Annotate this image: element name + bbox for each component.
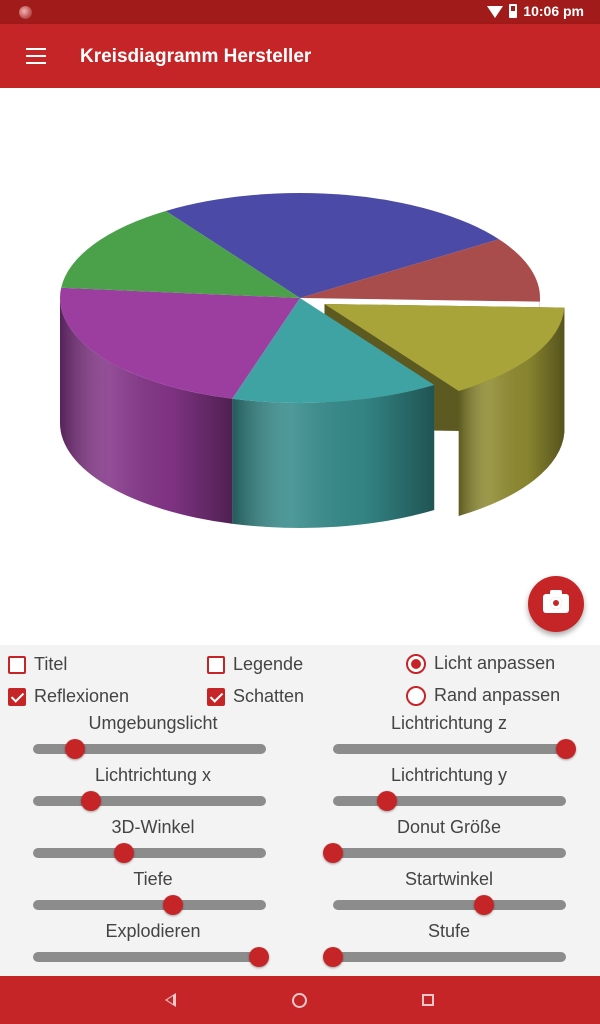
slider-thumb[interactable] (474, 895, 495, 915)
option-label: Legende (233, 654, 304, 674)
slider-thumb[interactable] (64, 739, 85, 759)
slider-umgebungslicht[interactable] (33, 739, 266, 759)
pie-slice-3[interactable] (232, 298, 435, 404)
option-label: Schatten (233, 686, 305, 706)
navigation-bar (0, 976, 600, 1024)
pie-chart[interactable] (0, 88, 600, 645)
slider-lichtrichtung-z[interactable] (333, 739, 576, 759)
slider-label-3d-winkel: 3D-Winkel (111, 817, 195, 837)
radio-circle (406, 653, 426, 674)
recent-apps-icon[interactable] (422, 994, 434, 1006)
slider-thumb[interactable] (323, 947, 343, 967)
option-label: Reflexionen (34, 686, 130, 706)
slider-thumb[interactable] (113, 843, 134, 863)
rand-anpassen-radio[interactable]: Rand anpassen (406, 685, 560, 706)
slider-thumb[interactable] (323, 843, 343, 863)
slider-label-lichtrichtung-z: Lichtrichtung z (390, 713, 508, 733)
notification-dot-icon (19, 6, 32, 19)
status-right: 10:06 pm (487, 3, 584, 19)
menu-icon[interactable] (26, 48, 46, 64)
page-title: Kreisdiagramm Hersteller (80, 46, 312, 67)
radio-circle (406, 685, 426, 706)
status-bar: 10:06 pm (0, 0, 600, 24)
screenshot-button[interactable] (528, 576, 584, 632)
slider-lichtrichtung-y[interactable] (333, 791, 566, 811)
slider-label-startwinkel: Startwinkel (404, 869, 494, 889)
pie-slice-1[interactable] (300, 239, 540, 302)
schatten-checkbox[interactable]: Schatten (207, 686, 304, 707)
back-icon[interactable] (165, 993, 176, 1007)
slider-thumb[interactable] (162, 895, 183, 915)
pie-slice-2[interactable] (324, 303, 565, 391)
option-label: Titel (34, 654, 68, 674)
pie-slice-4[interactable] (59, 287, 301, 399)
slider-3d-winkel[interactable] (33, 843, 266, 863)
slider-lichtrichtung-x[interactable] (33, 791, 266, 811)
slider-thumb[interactable] (81, 791, 102, 811)
slider-label-lichtrichtung-x: Lichtrichtung x (94, 765, 212, 785)
controls-panel: Titel Legende Licht anpassen Reflexionen… (0, 645, 600, 976)
slider-thumb[interactable] (376, 791, 397, 811)
slider-thumb[interactable] (249, 947, 269, 967)
slider-label-tiefe: Tiefe (133, 869, 173, 889)
pie-slice-side-shading (458, 307, 565, 516)
wifi-icon (487, 6, 504, 18)
app-bar: Kreisdiagramm Hersteller (0, 24, 600, 88)
pie-slice-side-shading (232, 385, 435, 528)
legende-checkbox[interactable]: Legende (207, 654, 303, 675)
titel-checkbox[interactable]: Titel (8, 654, 67, 675)
option-label: Rand anpassen (434, 685, 561, 705)
slider-thumb[interactable] (556, 739, 576, 759)
slider-label-explodieren: Explodieren (105, 921, 201, 941)
checkbox-box (207, 655, 225, 674)
reflexionen-checkbox[interactable]: Reflexionen (8, 686, 129, 707)
slider-donut-groesse[interactable] (323, 843, 566, 863)
checkbox-box (8, 655, 26, 674)
home-icon[interactable] (292, 993, 307, 1008)
chart-area[interactable] (0, 88, 600, 645)
status-time: 10:06 pm (523, 3, 584, 19)
slider-label-umgebungslicht: Umgebungslicht (88, 713, 218, 733)
pie-slice-side-shading (60, 298, 233, 524)
slider-startwinkel[interactable] (333, 895, 566, 915)
pie-slice-0[interactable] (165, 193, 499, 298)
slider-tiefe[interactable] (33, 895, 266, 915)
checkbox-box (8, 687, 26, 706)
licht-anpassen-radio[interactable]: Licht anpassen (406, 653, 555, 674)
slider-stufe[interactable] (323, 947, 566, 967)
slider-label-lichtrichtung-y: Lichtrichtung y (390, 765, 508, 785)
pie-slice-5[interactable] (61, 210, 301, 298)
checkbox-box (207, 687, 225, 706)
slider-label-stufe: Stufe (427, 921, 471, 941)
slider-explodieren[interactable] (33, 947, 269, 967)
battery-icon (509, 4, 518, 18)
slider-label-donut-groesse: Donut Größe (396, 817, 502, 837)
option-label: Licht anpassen (434, 653, 556, 673)
camera-icon (543, 590, 569, 613)
